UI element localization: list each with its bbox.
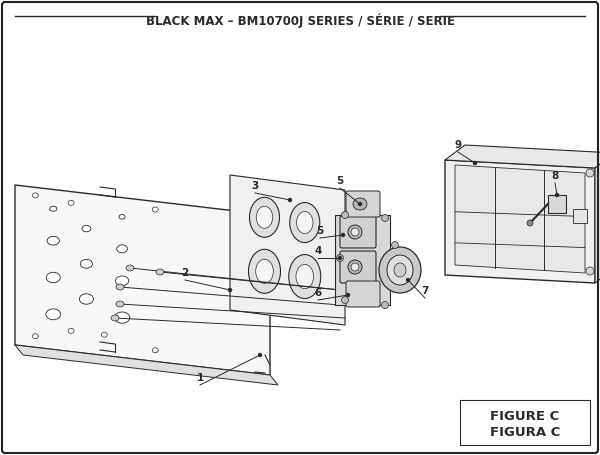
- Ellipse shape: [32, 334, 38, 339]
- Ellipse shape: [290, 202, 320, 243]
- Ellipse shape: [248, 249, 281, 293]
- Ellipse shape: [382, 214, 389, 222]
- Ellipse shape: [346, 293, 350, 297]
- Ellipse shape: [156, 269, 164, 275]
- Text: 6: 6: [314, 288, 322, 298]
- Ellipse shape: [392, 242, 398, 248]
- Ellipse shape: [111, 315, 119, 321]
- Text: 5: 5: [316, 226, 323, 236]
- Ellipse shape: [555, 193, 559, 197]
- Polygon shape: [230, 175, 345, 325]
- FancyBboxPatch shape: [340, 251, 376, 283]
- Bar: [573, 209, 587, 223]
- Ellipse shape: [337, 254, 343, 262]
- FancyBboxPatch shape: [346, 191, 380, 217]
- Polygon shape: [445, 160, 595, 283]
- Ellipse shape: [406, 278, 410, 282]
- Ellipse shape: [296, 264, 314, 288]
- Text: 7: 7: [421, 286, 428, 296]
- Ellipse shape: [394, 263, 406, 277]
- Ellipse shape: [115, 312, 130, 323]
- Ellipse shape: [258, 353, 262, 357]
- Ellipse shape: [126, 265, 134, 271]
- Text: BLACK MAX – BM10700J SERIES / SÉRIE / SERIE: BLACK MAX – BM10700J SERIES / SÉRIE / SE…: [146, 14, 455, 29]
- FancyBboxPatch shape: [340, 216, 376, 248]
- Ellipse shape: [152, 207, 158, 212]
- Ellipse shape: [116, 284, 124, 290]
- Ellipse shape: [338, 256, 342, 260]
- Text: 9: 9: [454, 140, 461, 150]
- Ellipse shape: [341, 297, 349, 303]
- Ellipse shape: [68, 329, 74, 334]
- Text: 8: 8: [551, 171, 559, 181]
- Ellipse shape: [115, 276, 129, 286]
- Ellipse shape: [256, 206, 273, 228]
- Text: 2: 2: [181, 268, 188, 278]
- Text: 1: 1: [196, 373, 203, 383]
- Ellipse shape: [50, 206, 57, 211]
- Text: 4: 4: [314, 246, 322, 256]
- Bar: [335, 215, 390, 305]
- Ellipse shape: [348, 260, 362, 274]
- Ellipse shape: [68, 200, 74, 205]
- Ellipse shape: [387, 255, 413, 285]
- Ellipse shape: [353, 198, 367, 210]
- Ellipse shape: [101, 332, 107, 337]
- Polygon shape: [15, 185, 270, 375]
- Ellipse shape: [119, 215, 125, 219]
- Ellipse shape: [32, 193, 38, 198]
- Ellipse shape: [80, 259, 92, 268]
- Text: FIGURA C: FIGURA C: [490, 426, 560, 440]
- Ellipse shape: [382, 302, 389, 308]
- Polygon shape: [455, 165, 585, 273]
- Ellipse shape: [341, 212, 349, 218]
- Ellipse shape: [348, 225, 362, 239]
- Ellipse shape: [296, 212, 313, 233]
- Bar: [460, 400, 590, 445]
- Ellipse shape: [117, 245, 127, 253]
- Ellipse shape: [288, 198, 292, 202]
- Text: 5: 5: [337, 176, 344, 186]
- Ellipse shape: [351, 263, 359, 271]
- Polygon shape: [445, 145, 600, 168]
- Ellipse shape: [289, 254, 321, 298]
- Ellipse shape: [256, 259, 274, 283]
- Ellipse shape: [527, 220, 533, 226]
- Ellipse shape: [152, 348, 158, 353]
- Ellipse shape: [82, 225, 91, 232]
- Polygon shape: [15, 345, 278, 385]
- Ellipse shape: [341, 233, 345, 237]
- Text: FIGURE C: FIGURE C: [490, 410, 560, 423]
- Ellipse shape: [473, 161, 477, 165]
- FancyBboxPatch shape: [346, 281, 380, 307]
- Ellipse shape: [358, 202, 362, 206]
- Ellipse shape: [379, 247, 421, 293]
- Ellipse shape: [46, 272, 60, 283]
- Ellipse shape: [47, 236, 59, 245]
- Polygon shape: [595, 153, 600, 283]
- Bar: [548, 195, 566, 213]
- Ellipse shape: [228, 288, 232, 292]
- Text: 3: 3: [251, 181, 259, 191]
- Ellipse shape: [250, 197, 280, 238]
- Ellipse shape: [586, 169, 594, 177]
- Ellipse shape: [116, 301, 124, 307]
- Ellipse shape: [79, 294, 94, 304]
- Ellipse shape: [351, 228, 359, 236]
- Ellipse shape: [586, 267, 594, 275]
- Ellipse shape: [46, 309, 61, 320]
